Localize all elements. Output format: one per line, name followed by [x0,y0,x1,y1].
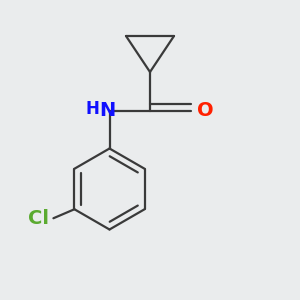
Text: O: O [197,101,214,121]
Text: H: H [85,100,99,118]
Text: Cl: Cl [28,209,49,228]
Text: N: N [99,101,115,121]
